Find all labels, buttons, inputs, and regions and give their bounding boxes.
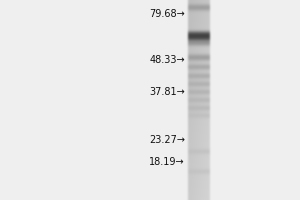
Text: 37.81→: 37.81→ bbox=[149, 87, 185, 97]
Text: 18.19→: 18.19→ bbox=[149, 157, 185, 167]
Text: 23.27→: 23.27→ bbox=[149, 135, 185, 145]
Text: 79.68→: 79.68→ bbox=[149, 9, 185, 19]
Text: 48.33→: 48.33→ bbox=[149, 55, 185, 65]
